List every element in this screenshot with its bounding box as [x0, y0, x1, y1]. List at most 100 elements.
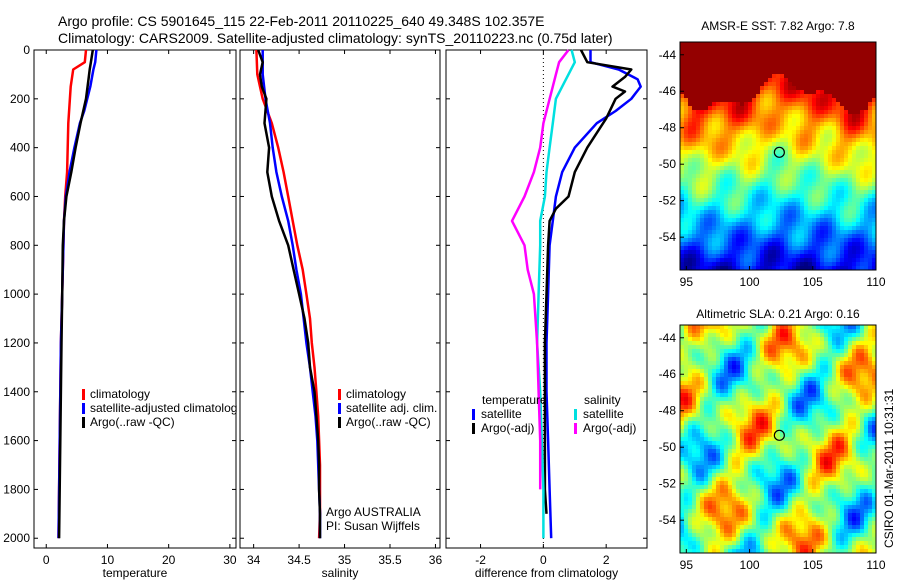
heatmap-cell: [712, 505, 716, 509]
series-line: [535, 49, 577, 539]
heatmap-cell: [680, 182, 684, 186]
heatmap-cell: [684, 234, 688, 238]
heatmap-cell: [740, 433, 744, 437]
heatmap-cell: [776, 481, 780, 485]
heatmap-cell: [780, 457, 784, 461]
heatmap-cell: [784, 210, 788, 214]
heatmap-cell: [800, 146, 804, 150]
heatmap-cell: [684, 210, 688, 214]
heatmap-cell: [768, 62, 772, 66]
heatmap-cell: [776, 158, 780, 162]
heatmap-cell: [796, 218, 800, 222]
heatmap-cell: [816, 533, 820, 537]
heatmap-cell: [740, 377, 744, 381]
heatmap-cell: [768, 525, 772, 529]
heatmap-cell: [688, 421, 692, 425]
heatmap-cell: [856, 70, 860, 74]
heatmap-cell: [848, 178, 852, 182]
heatmap-cell: [704, 230, 708, 234]
heatmap-cell: [820, 174, 824, 178]
heatmap-cell: [780, 505, 784, 509]
heatmap-cell: [708, 473, 712, 477]
heatmap-cell: [724, 110, 728, 114]
heatmap-cell: [712, 94, 716, 98]
heatmap-cell: [756, 186, 760, 190]
heatmap-cell: [868, 46, 872, 50]
heatmap-cell: [864, 198, 868, 202]
heatmap-cell: [716, 525, 720, 529]
heatmap-cell: [852, 174, 856, 178]
heatmap-cell: [848, 222, 852, 226]
legend-label: Argo(-adj): [481, 421, 534, 435]
heatmap-cell: [820, 242, 824, 246]
heatmap-cell: [708, 533, 712, 537]
heatmap-cell: [720, 78, 724, 82]
heatmap-cell: [868, 74, 872, 78]
heatmap-cell: [692, 325, 696, 329]
heatmap-cell: [852, 202, 856, 206]
heatmap-cell: [748, 337, 752, 341]
heatmap-cell: [692, 254, 696, 258]
heatmap-cell: [680, 469, 684, 473]
heatmap-cell: [680, 505, 684, 509]
heatmap-cell: [744, 417, 748, 421]
heatmap-cell: [784, 381, 788, 385]
heatmap-cell: [764, 178, 768, 182]
heatmap-cell: [756, 521, 760, 525]
heatmap-cell: [708, 62, 712, 66]
heatmap-cell: [824, 150, 828, 154]
heatmap-cell: [708, 50, 712, 54]
heatmap-cell: [724, 521, 728, 525]
heatmap-cell: [708, 461, 712, 465]
heatmap-cell: [736, 505, 740, 509]
heatmap-cell: [756, 50, 760, 54]
heatmap-cell: [748, 202, 752, 206]
heatmap-cell: [696, 230, 700, 234]
heatmap-cell: [732, 98, 736, 102]
heatmap-cell: [692, 142, 696, 146]
heatmap-cell: [748, 138, 752, 142]
heatmap-cell: [692, 66, 696, 70]
heatmap-cell: [744, 130, 748, 134]
heatmap-cell: [744, 174, 748, 178]
heatmap-cell: [684, 126, 688, 130]
heatmap-cell: [812, 397, 816, 401]
heatmap-cell: [720, 493, 724, 497]
heatmap-cell: [724, 254, 728, 258]
heatmap-cell: [752, 166, 756, 170]
heatmap-cell: [768, 226, 772, 230]
heatmap-cell: [680, 202, 684, 206]
heatmap-cell: [692, 182, 696, 186]
heatmap-cell: [712, 130, 716, 134]
heatmap-cell: [744, 329, 748, 333]
heatmap-cell: [804, 234, 808, 238]
heatmap-cell: [700, 186, 704, 190]
heatmap-cell: [856, 94, 860, 98]
heatmap-cell: [780, 445, 784, 449]
heatmap-cell: [776, 250, 780, 254]
heatmap-cell: [700, 445, 704, 449]
heatmap-cell: [708, 337, 712, 341]
heatmap-cell: [856, 174, 860, 178]
heatmap-cell: [776, 242, 780, 246]
heatmap-cell: [868, 162, 872, 166]
heatmap-cell: [688, 110, 692, 114]
heatmap-cell: [724, 54, 728, 58]
heatmap-cell: [716, 58, 720, 62]
heatmap-cell: [872, 182, 876, 186]
heatmap-cell: [744, 106, 748, 110]
heatmap-cell: [680, 54, 684, 58]
heatmap-cell: [776, 182, 780, 186]
heatmap-cell: [752, 170, 756, 174]
heatmap-cell: [804, 214, 808, 218]
heatmap-cell: [772, 377, 776, 381]
heatmap-cell: [740, 345, 744, 349]
heatmap-cell: [680, 110, 684, 114]
heatmap-cell: [768, 78, 772, 82]
heatmap-cell: [696, 222, 700, 226]
heatmap-cell: [760, 389, 764, 393]
heatmap-cell: [792, 385, 796, 389]
heatmap-cell: [716, 465, 720, 469]
heatmap-cell: [792, 465, 796, 469]
heatmap-cell: [680, 465, 684, 469]
